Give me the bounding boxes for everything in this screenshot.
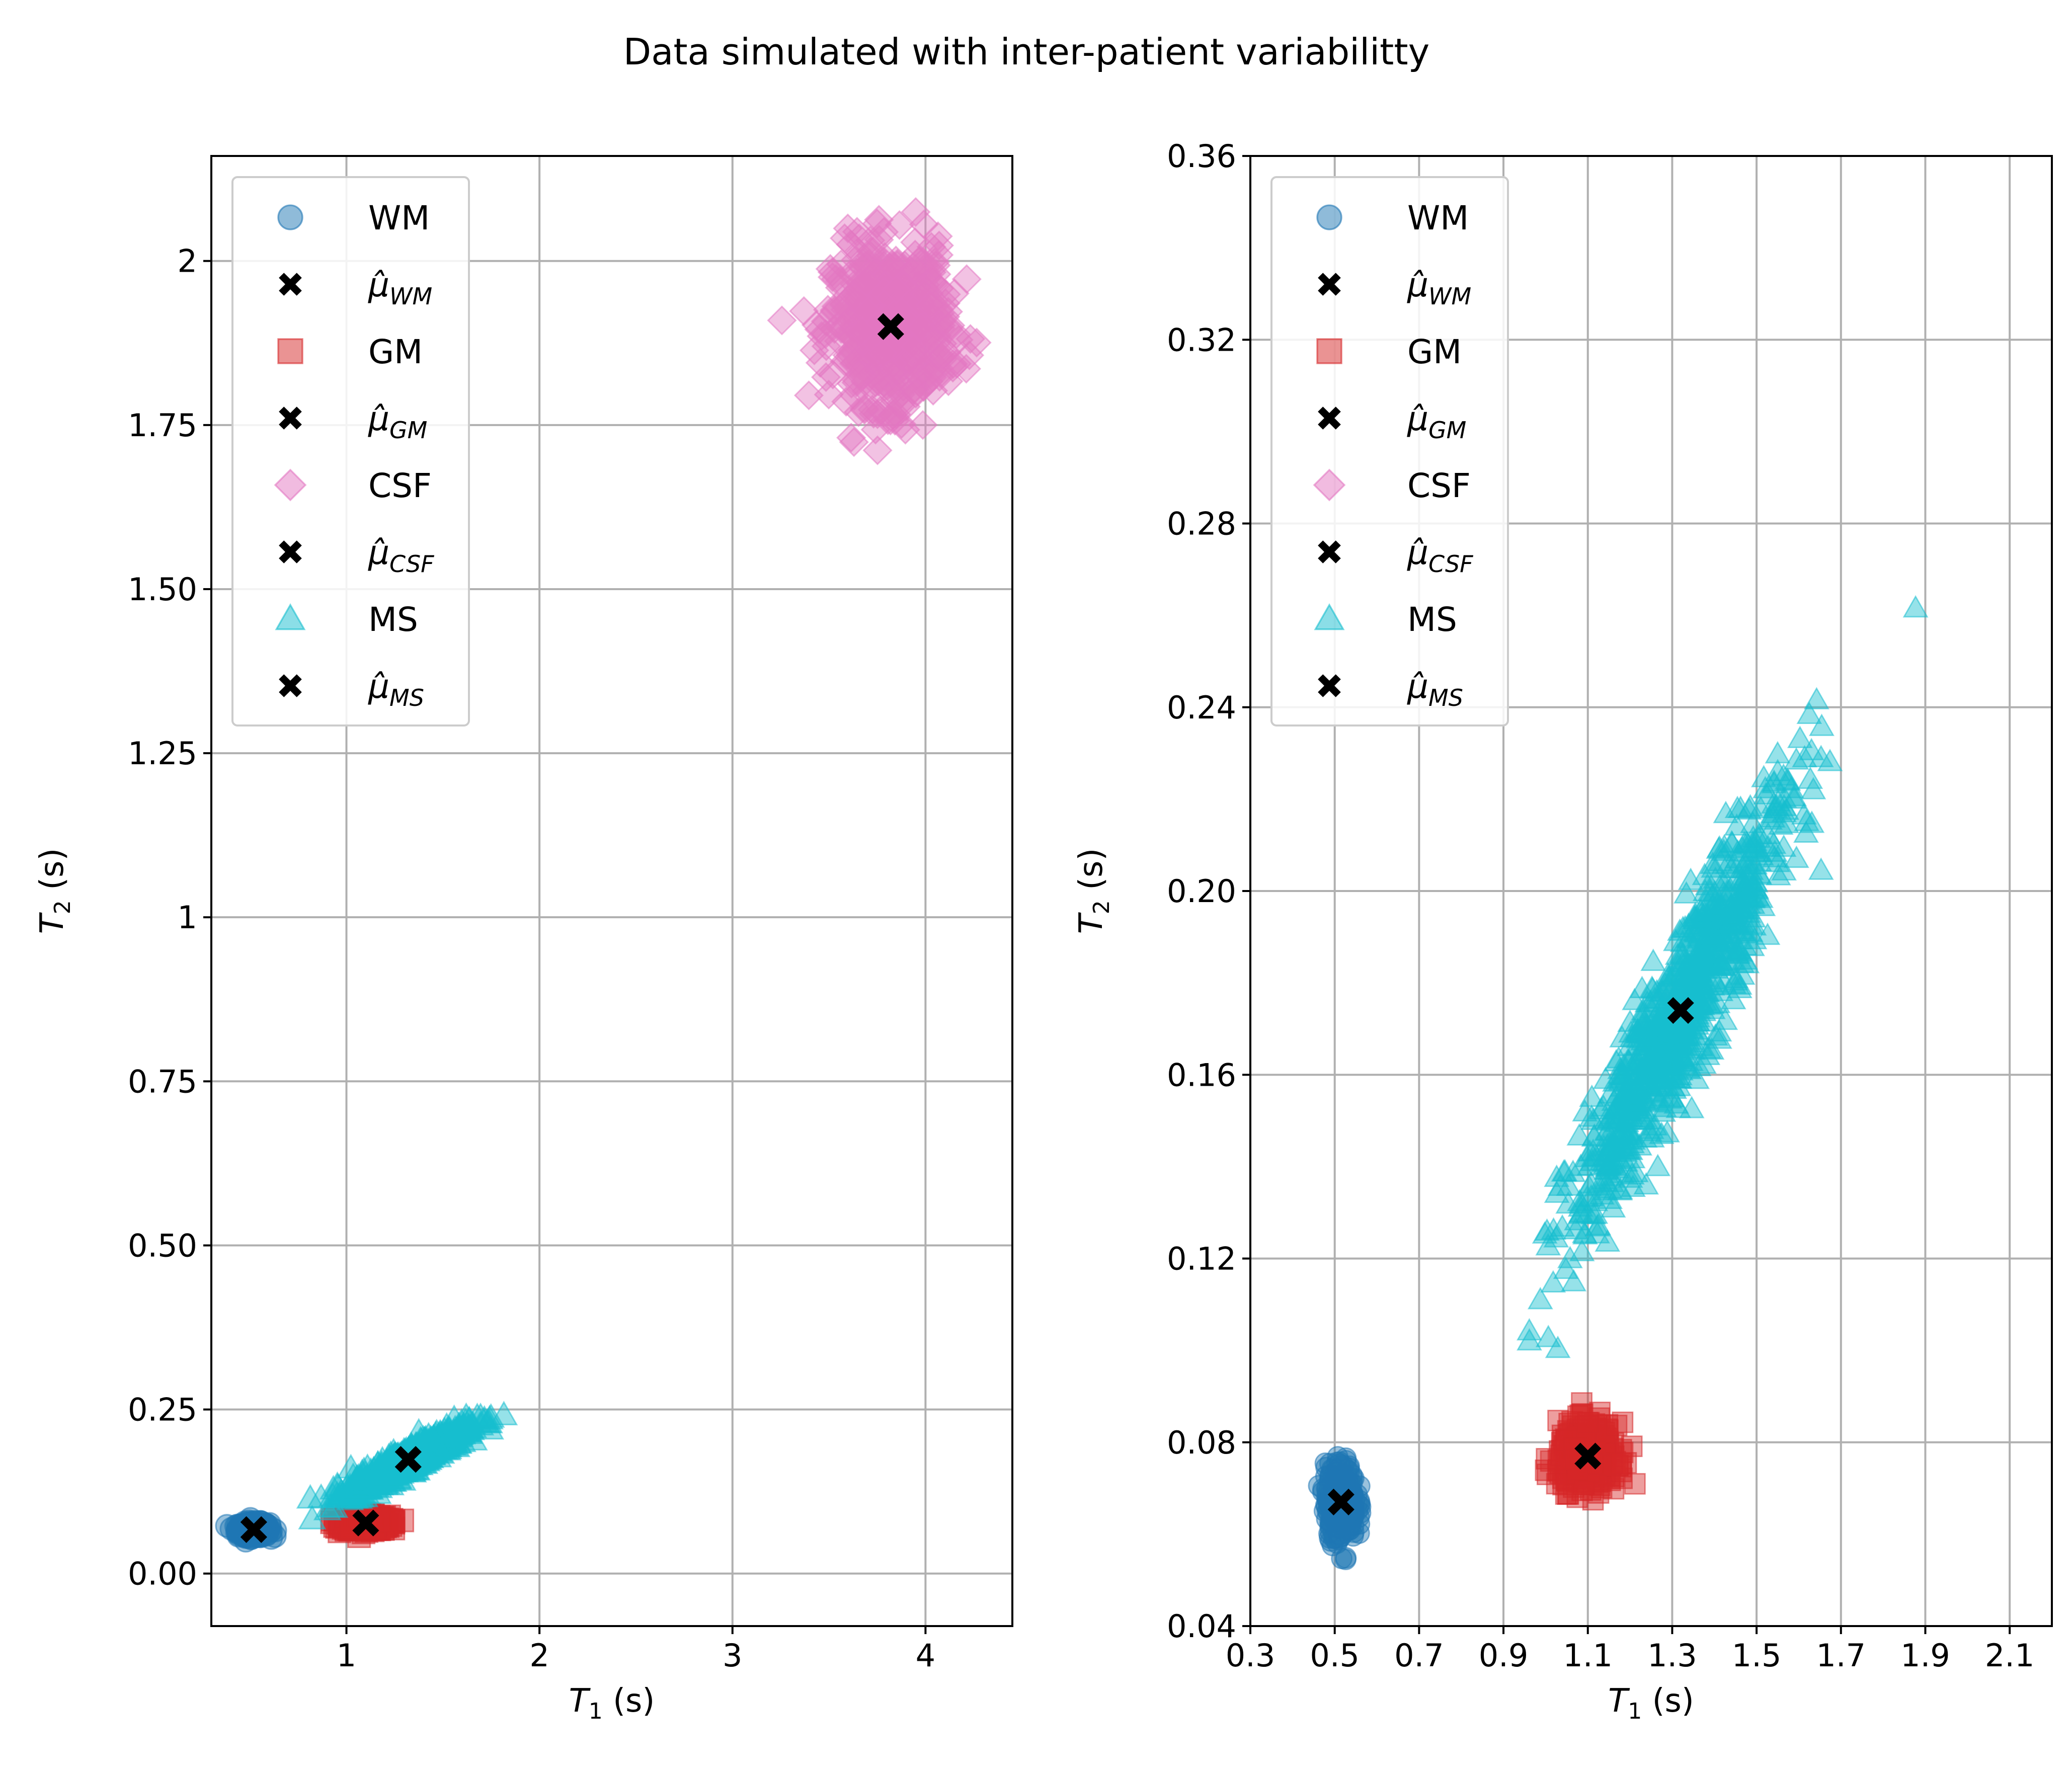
- csf-point: [951, 264, 982, 294]
- csf-point: [817, 257, 848, 287]
- legend-label: CSF: [368, 466, 432, 505]
- gm-point: [1546, 1473, 1568, 1495]
- legend-label-sub: MS: [389, 684, 424, 711]
- legend-label-sub: WM: [389, 283, 432, 310]
- legend-label: WM: [1407, 199, 1469, 237]
- gm-point: [379, 1508, 404, 1532]
- y-tick-label: 0.25: [128, 1392, 197, 1428]
- gm-point: [1606, 1414, 1628, 1436]
- x-tick-label: 3: [723, 1637, 742, 1674]
- x-axis-label: T1 (s): [569, 1682, 655, 1724]
- csf-point: [862, 435, 893, 465]
- legend-label-sub: CSF: [389, 550, 434, 578]
- series-csf: [767, 197, 992, 465]
- legend-label: MS: [1407, 600, 1457, 639]
- y-tick-label: 1.25: [128, 735, 197, 772]
- y-axis-label-sub: 2: [50, 900, 75, 914]
- legend-label: GM: [1407, 333, 1462, 371]
- gm-point: [1610, 1452, 1632, 1475]
- x-axis-label-sub: 1: [589, 1699, 603, 1724]
- legend-label-sub: GM: [1428, 417, 1466, 444]
- x-tick-label: 1.7: [1816, 1637, 1866, 1674]
- legend-label-mu: μ̂: [1407, 266, 1428, 304]
- y-tick-label: 1.50: [128, 571, 197, 608]
- y-axis-label-var: T: [1073, 912, 1110, 934]
- gm-point: [1624, 1473, 1646, 1495]
- x-tick-label: 0.9: [1479, 1637, 1529, 1674]
- gridlines: 1 2 3 4 0.00 0.25 0.50 0.75 1 1.25 1.50 1.75 2: [128, 156, 1012, 1674]
- legend-label-sub: WM: [1428, 283, 1471, 310]
- legend-label: GM: [368, 333, 423, 371]
- legend-label-sub: GM: [389, 417, 427, 444]
- x-axis-label-sub: 1: [1628, 1699, 1642, 1724]
- y-axis-label: T2 (s): [34, 848, 75, 934]
- x-tick-label: 1.3: [1647, 1637, 1697, 1674]
- legend-label-mu: μ̂: [368, 266, 389, 304]
- legend-label-sub: MS: [1428, 684, 1463, 711]
- y-tick-label: 0.28: [1167, 506, 1236, 542]
- y-tick-label: 1.75: [128, 407, 197, 444]
- y-tick-label: 0.16: [1167, 1057, 1236, 1093]
- x-axis-label-var: T: [1608, 1682, 1630, 1720]
- legend-label-mu: μ̂: [1407, 533, 1428, 572]
- legend-marker: [277, 204, 303, 230]
- x-axis-label-unit: (s): [603, 1682, 655, 1720]
- y-tick-label: 0.00: [128, 1556, 197, 1592]
- y-tick-label: 0.04: [1167, 1608, 1236, 1645]
- legend-marker: [1316, 338, 1342, 364]
- y-tick-label: 0.12: [1167, 1241, 1236, 1277]
- x-axis-label-var: T: [569, 1682, 591, 1720]
- legend-label-mu: μ̂: [368, 399, 389, 438]
- x-tick-label: 2.1: [1985, 1637, 2035, 1674]
- legend-label: MS: [368, 600, 418, 639]
- figure-title: Data simulated with inter-patient variab…: [623, 31, 1429, 73]
- legend-marker: [1316, 204, 1342, 230]
- wm-point: [1335, 1549, 1357, 1570]
- legend-label-mu: μ̂: [368, 533, 389, 572]
- wm-point: [1319, 1452, 1341, 1475]
- y-axis-label: T2 (s): [1073, 848, 1114, 934]
- y-tick-label: 0.50: [128, 1227, 197, 1264]
- y-tick-label: 0.36: [1167, 138, 1236, 175]
- gm-point: [1577, 1412, 1599, 1433]
- x-tick-label: 1.5: [1732, 1637, 1782, 1674]
- legend-label-mu: μ̂: [1407, 399, 1428, 438]
- legend-marker: [277, 338, 303, 364]
- y-axis-label-unit: (s): [34, 848, 71, 901]
- y-tick-label: 0.20: [1167, 873, 1236, 910]
- y-tick-label: 0.08: [1167, 1424, 1236, 1461]
- x-axis-label-unit: (s): [1642, 1682, 1694, 1720]
- legend-label-mu: μ̂: [1407, 667, 1428, 706]
- legend-label-sub: CSF: [1428, 550, 1473, 578]
- x-tick-label: 1.9: [1900, 1637, 1950, 1674]
- y-tick-label: 0.75: [128, 1063, 197, 1100]
- legend-frame: [231, 176, 470, 726]
- x-tick-label: 4: [916, 1637, 935, 1674]
- legend-frame: [1270, 176, 1509, 726]
- x-tick-label: 2: [529, 1637, 549, 1674]
- x-tick-label: 0.5: [1310, 1637, 1360, 1674]
- y-tick-label: 2: [178, 243, 197, 280]
- y-tick-label: 0.24: [1167, 689, 1236, 726]
- y-tick-label: 0.32: [1167, 321, 1236, 358]
- legend-label: WM: [368, 199, 430, 237]
- x-tick-label: 1: [337, 1637, 356, 1674]
- y-axis-label-unit: (s): [1073, 848, 1110, 901]
- x-axis-label: T1 (s): [1608, 1682, 1694, 1724]
- x-tick-label: 1.1: [1563, 1637, 1613, 1674]
- legend-label: CSF: [1407, 466, 1471, 505]
- y-axis-label-var: T: [34, 912, 71, 934]
- legend-label-mu: μ̂: [368, 667, 389, 706]
- csf-point: [789, 296, 819, 326]
- x-tick-label: 0.7: [1394, 1637, 1444, 1674]
- y-tick-label: 1: [178, 899, 197, 936]
- y-axis-label-sub: 2: [1089, 900, 1114, 914]
- csf-point: [924, 230, 954, 261]
